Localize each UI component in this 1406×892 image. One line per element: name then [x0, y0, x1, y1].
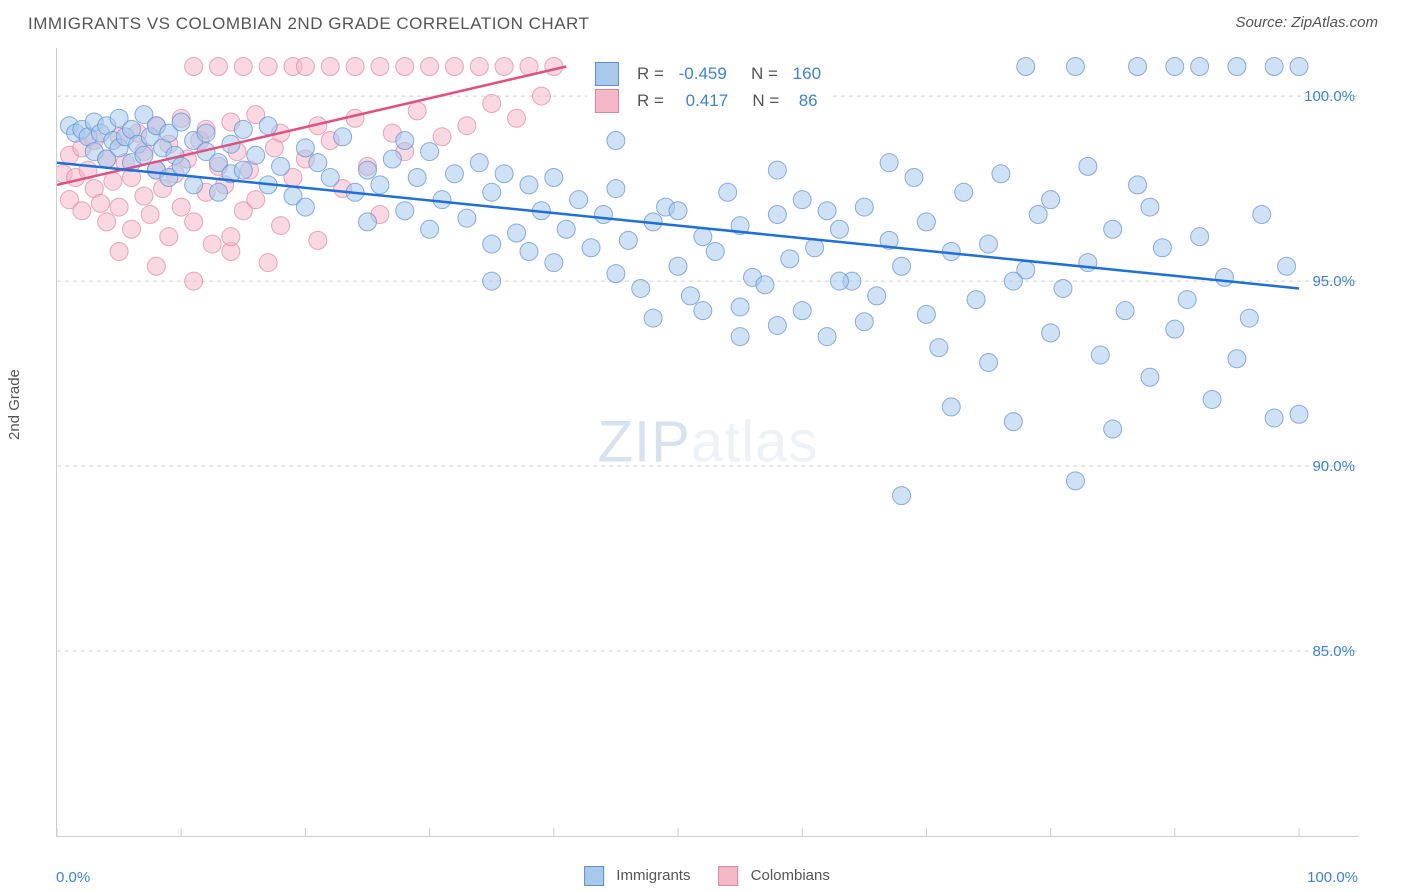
chart-title: IMMIGRANTS VS COLOMBIAN 2ND GRADE CORREL…	[28, 14, 589, 34]
r-label: R =	[637, 60, 669, 87]
n-value-colombians: 86	[799, 87, 818, 114]
plot-area: ZIPatlas R = -0.459 N = 160 R = 0.417 N …	[56, 48, 1359, 837]
swatch-colombians-bottom	[718, 866, 738, 886]
source-label: Source: ZipAtlas.com	[1235, 14, 1378, 31]
correlation-legend: R = -0.459 N = 160 R = 0.417 N = 86	[587, 56, 829, 118]
svg-text:100.0%: 100.0%	[1304, 88, 1355, 105]
r-value-immigrants: -0.459	[679, 60, 727, 87]
legend-label-immigrants: Immigrants	[616, 867, 690, 884]
x-axis-labels: 0.0% 100.0% Immigrants Colombians	[56, 862, 1358, 892]
svg-text:95.0%: 95.0%	[1312, 273, 1355, 290]
x-max-label: 100.0%	[1307, 869, 1358, 886]
legend-label-colombians: Colombians	[751, 867, 830, 884]
svg-text:90.0%: 90.0%	[1312, 458, 1355, 475]
swatch-immigrants-bottom	[584, 866, 604, 886]
x-min-label: 0.0%	[56, 869, 90, 886]
svg-text:85.0%: 85.0%	[1312, 643, 1355, 660]
swatch-colombians	[595, 89, 619, 113]
swatch-immigrants	[595, 62, 619, 86]
legend-item-immigrants: Immigrants	[584, 866, 690, 886]
r-label: R =	[637, 87, 669, 114]
series-legend: Immigrants Colombians	[584, 866, 830, 886]
y-axis-label: 2nd Grade	[6, 369, 23, 440]
legend-item-colombians: Colombians	[718, 866, 829, 886]
n-label: N =	[738, 87, 789, 114]
n-value-immigrants: 160	[793, 60, 821, 87]
n-label: N =	[737, 60, 783, 87]
legend-row-immigrants: R = -0.459 N = 160	[595, 60, 821, 87]
r-value-colombians: 0.417	[679, 87, 729, 114]
chart-svg: 85.0% 90.0% 95.0% 100.0%	[57, 48, 1359, 836]
legend-row-colombians: R = 0.417 N = 86	[595, 87, 821, 114]
